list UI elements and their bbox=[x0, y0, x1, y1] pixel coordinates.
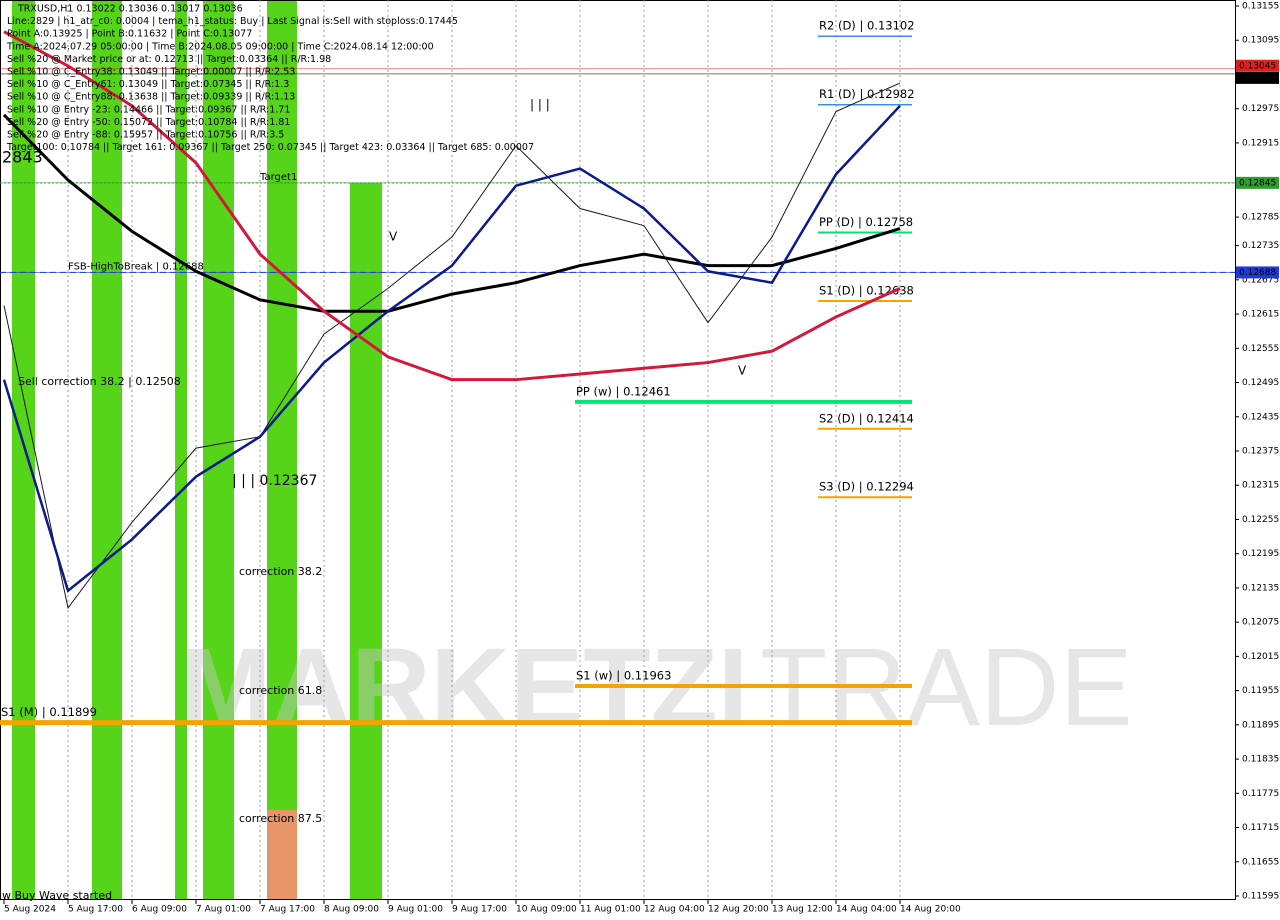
x-tick-label: 10 Aug 09:00 bbox=[516, 905, 577, 915]
price-label-box bbox=[1236, 59, 1279, 72]
price-label-box bbox=[1236, 266, 1279, 279]
moving-average bbox=[2, 104, 901, 593]
annotation: Sell correction 38.2 | 0.12508 bbox=[18, 375, 181, 388]
price-label: 0.13045 bbox=[1239, 61, 1276, 71]
y-tick-label: 0.12735 bbox=[1242, 241, 1279, 251]
y-tick-label: 0.12015 bbox=[1242, 652, 1279, 662]
info-line: Sell %20 @ Market price or at: 0.12713 |… bbox=[7, 54, 331, 65]
y-tick-label: 0.12135 bbox=[1242, 583, 1279, 593]
y-tick-label: 0.12315 bbox=[1242, 481, 1279, 491]
annotation: | | | bbox=[530, 98, 550, 112]
annotation: correction 38.2 bbox=[239, 565, 322, 578]
x-tick-label: 5 Aug 17:00 bbox=[68, 905, 123, 915]
y-tick-label: 0.12375 bbox=[1242, 447, 1279, 457]
x-tick-label: 7 Aug 17:00 bbox=[260, 905, 315, 915]
info-line: Target100: 0.10784 || Target 161: 0.0936… bbox=[6, 142, 534, 153]
plot-frame bbox=[0, 0, 1236, 900]
info-line: Time A:2024.07.29 05:00:00 | Time B:2024… bbox=[6, 41, 434, 52]
x-tick-label: 5 Aug 2024 bbox=[4, 905, 56, 915]
pivot-label: S3 (D) | 0.12294 bbox=[819, 480, 914, 494]
y-tick-label: 0.12615 bbox=[1242, 310, 1279, 320]
annotation: w Buy Wave started bbox=[2, 889, 112, 902]
annotation: V bbox=[389, 230, 398, 244]
x-tick-label: 14 Aug 20:00 bbox=[900, 905, 961, 915]
y-tick-label: 0.13155 bbox=[1242, 2, 1279, 12]
y-tick-label: 0.12785 bbox=[1242, 213, 1279, 223]
y-tick-label: 0.12195 bbox=[1242, 549, 1279, 559]
info-line: Point A:0.13925 | Point B:0.11632 | Poin… bbox=[7, 29, 252, 40]
annotation: correction 61.8 bbox=[239, 684, 322, 697]
y-tick-label: 0.12915 bbox=[1242, 138, 1279, 148]
y-tick-label: 0.13095 bbox=[1242, 36, 1279, 46]
y-tick-label: 0.12075 bbox=[1242, 618, 1279, 628]
info-line: Sell %20 @ Entry -50: 0.15072 || Target:… bbox=[7, 117, 290, 128]
info-line: Sell %10 @ Entry -23: 0.14466 || Target:… bbox=[7, 104, 290, 115]
y-tick-label: 0.12255 bbox=[1242, 515, 1279, 525]
y-tick-label: 0.11835 bbox=[1242, 755, 1279, 765]
x-tick-label: 11 Aug 01:00 bbox=[580, 905, 641, 915]
y-tick-label: 0.11895 bbox=[1242, 720, 1279, 730]
x-tick-label: 12 Aug 20:00 bbox=[708, 905, 769, 915]
info-line: Sell %10 @ C_Entry61: 0.13049 || Target:… bbox=[7, 79, 289, 90]
pivot-label: PP (D) | 0.12758 bbox=[819, 215, 913, 229]
pivot-label: PP (w) | 0.12461 bbox=[576, 384, 671, 398]
y-tick-label: 0.11655 bbox=[1242, 857, 1279, 867]
pivot-label: S2 (D) | 0.12414 bbox=[819, 411, 914, 425]
x-tick-label: 9 Aug 17:00 bbox=[452, 905, 507, 915]
moving-average bbox=[3, 30, 901, 382]
price-label: 0.12845 bbox=[1239, 178, 1276, 188]
x-tick-label: 12 Aug 04:00 bbox=[644, 905, 705, 915]
y-tick-label: 0.11715 bbox=[1242, 823, 1279, 833]
info-line: TRXUSD,H1 0.13022 0.13036 0.13017 0.1303… bbox=[17, 4, 243, 15]
y-tick-label: 0.12435 bbox=[1242, 412, 1279, 422]
x-tick-label: 9 Aug 01:00 bbox=[388, 905, 443, 915]
y-tick-label: 0.12495 bbox=[1242, 378, 1279, 388]
price-label-box bbox=[1236, 71, 1279, 84]
signal-bands bbox=[12, 0, 382, 900]
x-tick-label: 13 Aug 12:00 bbox=[772, 905, 833, 915]
price-label: 0.13036 bbox=[1239, 73, 1276, 83]
reference-label: FSB-HighToBreak | 0.12688 bbox=[68, 261, 204, 272]
annotation: correction 87.5 bbox=[239, 812, 322, 825]
pivot-label: S1 (w) | 0.11963 bbox=[576, 669, 671, 683]
info-line: Sell %10 @ C_Entry38: 0.13049 || Target:… bbox=[7, 67, 295, 78]
y-tick-label: 0.12555 bbox=[1242, 344, 1279, 354]
pivot-label: R2 (D) | 0.13102 bbox=[819, 19, 915, 33]
x-tick-label: 8 Aug 09:00 bbox=[324, 905, 379, 915]
y-tick-label: 0.11595 bbox=[1242, 892, 1279, 902]
annotation: | | | 0.12367 bbox=[232, 473, 317, 489]
info-line: Line:2829 | h1_atr_c0: 0.0004 | tema_h1_… bbox=[7, 16, 458, 27]
info-line: Sell %10 @ C_Entry88: 0.13638 || Target:… bbox=[7, 92, 295, 103]
x-tick-label: 7 Aug 01:00 bbox=[196, 905, 251, 915]
y-tick-label: 0.11955 bbox=[1242, 686, 1279, 696]
x-tick-label: 14 Aug 04:00 bbox=[836, 905, 897, 915]
price-label-box bbox=[1236, 176, 1279, 189]
reference-label: Target1 bbox=[259, 172, 297, 183]
moving-average bbox=[2, 113, 901, 313]
pivot-label: R1 (D) | 0.12982 bbox=[819, 87, 915, 101]
y-tick-label: 0.12675 bbox=[1242, 275, 1279, 285]
pivot-label: S1 (M) | 0.11899 bbox=[1, 705, 97, 719]
info-line: Sell %20 @ Entry -88: 0.15957 || Target:… bbox=[7, 130, 284, 141]
price-label: 0.12688 bbox=[1239, 268, 1276, 278]
annotation: 2843 bbox=[2, 148, 43, 167]
y-tick-label: 0.12975 bbox=[1242, 104, 1279, 114]
pivot-label: S1 (D) | 0.12638 bbox=[819, 283, 914, 297]
x-tick-label: 6 Aug 09:00 bbox=[132, 905, 187, 915]
annotation: V bbox=[738, 364, 747, 378]
y-tick-label: 0.11775 bbox=[1242, 789, 1279, 799]
